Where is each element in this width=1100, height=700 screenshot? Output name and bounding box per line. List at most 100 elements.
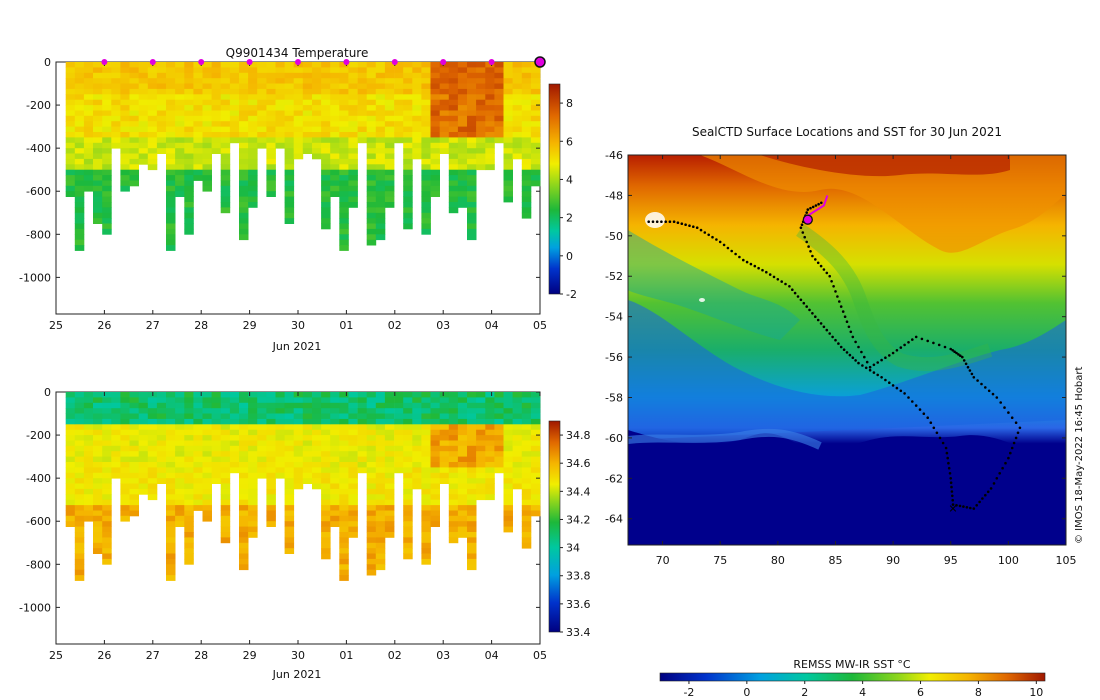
temperature-cell	[421, 72, 431, 79]
colorbar-tick-label: 6	[566, 135, 573, 148]
salinity-cell	[193, 456, 203, 463]
temperature-cell	[220, 153, 231, 160]
temperature-cell	[412, 115, 422, 122]
salinity-cell	[257, 402, 267, 409]
temperature-cell	[348, 132, 358, 138]
salinity-cell	[83, 505, 94, 511]
salinity-cell	[147, 440, 158, 447]
temperature-cell	[211, 72, 222, 79]
salinity-cell	[102, 467, 112, 474]
temperature-panel: Q9901434 Temperature 25 26 27 28 29 30 01 02 03 0…	[19, 46, 577, 353]
temperature-cell	[220, 191, 231, 197]
temperature-cell	[284, 218, 295, 224]
salinity-cell	[421, 505, 431, 511]
salinity-cell	[129, 478, 139, 484]
track-point	[793, 291, 797, 295]
salinity-cell	[348, 462, 358, 468]
salinity-cell	[403, 510, 413, 517]
salinity-cell	[503, 402, 513, 409]
salinity-cell	[430, 429, 440, 436]
temperature-cell	[257, 72, 267, 79]
temperature-cell	[476, 121, 486, 127]
temperature-cell	[485, 67, 495, 74]
temperature-cell	[120, 67, 130, 74]
temperature-cell	[448, 191, 459, 197]
temperature-cell	[476, 148, 486, 154]
temperature-cell	[494, 137, 504, 144]
temperature-cell	[366, 88, 377, 95]
salinity-cell	[257, 418, 267, 425]
temperature-cell	[348, 62, 358, 68]
temperature-cell	[439, 137, 450, 144]
temperature-cell	[65, 137, 76, 144]
temperature-cell	[448, 83, 459, 90]
temperature-cell	[102, 185, 112, 192]
temperature-cell	[102, 88, 112, 95]
salinity-cell	[193, 494, 203, 501]
salinity-cell	[239, 429, 249, 436]
temperature-cell	[156, 67, 167, 74]
salinity-cell	[156, 402, 167, 409]
salinity-cell	[348, 402, 358, 409]
salinity-cell	[220, 408, 231, 414]
salinity-cell	[467, 510, 477, 517]
salinity-cell	[129, 499, 139, 506]
salinity-cell	[175, 408, 185, 414]
salinity-cell	[220, 478, 231, 484]
salinity-cell	[448, 456, 459, 463]
salinity-cell	[430, 483, 440, 490]
salinity-cell	[375, 483, 386, 490]
salinity-cell	[102, 451, 112, 457]
salinity-cell	[412, 392, 422, 398]
salinity-cell	[430, 413, 440, 420]
temperature-cell	[184, 153, 194, 160]
temperature-cell	[503, 175, 513, 181]
salinity-cell	[421, 483, 431, 490]
temperature-cell	[394, 88, 404, 95]
temperature-cell	[421, 223, 431, 230]
temperature-cell	[530, 132, 541, 138]
temperature-cell	[248, 72, 258, 79]
salinity-cell	[220, 505, 231, 511]
temperature-cell	[503, 142, 513, 149]
temperature-cell	[485, 153, 495, 160]
track-point	[809, 250, 812, 253]
track-point	[999, 401, 1002, 404]
temperature-cell	[302, 78, 313, 84]
track-point	[814, 315, 817, 319]
temperature-cell	[348, 110, 358, 117]
salinity-cell	[120, 472, 130, 479]
temperature-cell	[293, 78, 304, 84]
salinity-cell	[521, 478, 532, 484]
map-y-tick-label: -64	[605, 513, 623, 526]
salinity-cell	[275, 418, 285, 425]
salinity-cell	[403, 408, 413, 414]
salinity-cell	[384, 510, 395, 517]
temperature-cell	[248, 142, 258, 149]
track-point	[951, 498, 954, 502]
salinity-cell	[476, 392, 486, 398]
salinity-cell	[403, 413, 413, 420]
temperature-cell	[485, 72, 495, 79]
temperature-cell	[521, 212, 532, 219]
temperature-cell	[312, 99, 322, 106]
temperature-cell	[74, 78, 85, 84]
temperature-cell	[175, 88, 185, 95]
x-tick-label: 01	[339, 319, 353, 332]
salinity-cell	[248, 402, 258, 409]
salinity-cell	[530, 462, 541, 468]
salinity-cell	[503, 472, 513, 479]
temperature-cell	[530, 121, 541, 127]
track-point	[1014, 421, 1018, 425]
salinity-cell	[211, 392, 222, 398]
temperature-cell	[275, 110, 285, 117]
temperature-cell	[284, 88, 295, 95]
temperature-cell	[375, 207, 386, 214]
temperature-cell	[339, 121, 349, 127]
temperature-cell	[284, 126, 295, 133]
salinity-cell	[293, 402, 304, 409]
temperature-cell	[175, 180, 185, 187]
temperature-cell	[239, 148, 249, 154]
temperature-cell	[266, 153, 276, 160]
salinity-cell	[394, 397, 404, 404]
